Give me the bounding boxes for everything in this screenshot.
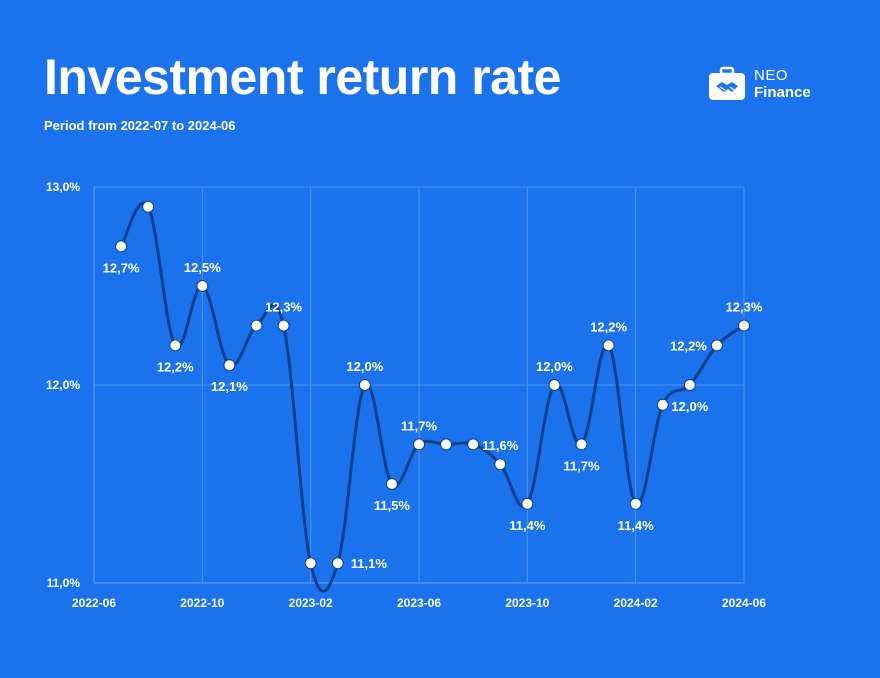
data-point xyxy=(440,438,453,451)
data-point xyxy=(467,438,480,451)
data-point xyxy=(115,240,128,253)
data-point xyxy=(710,339,723,352)
data-point xyxy=(196,280,209,292)
data-label: 11,7% xyxy=(401,418,438,433)
data-label: 12,2% xyxy=(670,338,707,353)
data-point xyxy=(494,458,507,471)
data-point xyxy=(331,557,344,570)
data-point xyxy=(169,339,182,352)
data-point xyxy=(683,379,696,391)
data-point xyxy=(304,557,317,570)
data-label: 12,5% xyxy=(184,260,221,275)
data-label: 12,0% xyxy=(671,399,708,414)
data-point xyxy=(358,379,371,391)
y-tick-label: 11,0% xyxy=(47,576,81,590)
data-point xyxy=(656,398,669,411)
data-label: 12,7% xyxy=(103,260,140,275)
brand-logo: NEO Finance xyxy=(708,66,811,102)
y-tick-label: 13,0% xyxy=(46,180,80,194)
data-point xyxy=(629,497,642,510)
data-label: 11,1% xyxy=(351,556,388,571)
data-point xyxy=(142,200,155,213)
x-tick-label: 2022-06 xyxy=(72,596,116,610)
x-tick-label: 2024-06 xyxy=(722,596,766,610)
data-label: 12,0% xyxy=(536,359,573,374)
data-point xyxy=(223,359,236,372)
data-label: 12,1% xyxy=(211,379,248,394)
data-label: 11,6% xyxy=(482,438,519,453)
brand-name-line1: NEO xyxy=(754,67,789,84)
data-label: 12,3% xyxy=(265,300,302,315)
x-tick-label: 2023-10 xyxy=(505,596,549,610)
data-label: 12,3% xyxy=(726,300,763,315)
data-label: 11,7% xyxy=(563,458,600,473)
data-label: 11,5% xyxy=(374,498,411,513)
chart-title: Investment return rate xyxy=(44,49,561,105)
data-point xyxy=(413,438,425,451)
data-point xyxy=(277,319,290,332)
data-point xyxy=(575,438,588,451)
data-label: 11,4% xyxy=(618,518,655,533)
x-tick-label: 2023-06 xyxy=(397,596,441,610)
x-tick-label: 2023-02 xyxy=(289,596,333,610)
data-label: 12,2% xyxy=(157,359,194,374)
data-point xyxy=(385,478,398,490)
data-point xyxy=(521,497,534,510)
data-point xyxy=(250,319,263,332)
chart-subtitle: Period from 2022-07 to 2024-06 xyxy=(44,118,236,133)
x-tick-label: 2022-10 xyxy=(180,596,224,610)
y-tick-label: 12,0% xyxy=(46,378,80,392)
data-label: 12,2% xyxy=(590,319,627,334)
x-tick-label: 2024-02 xyxy=(614,596,658,610)
data-label: 11,4% xyxy=(509,518,546,533)
data-point xyxy=(548,379,561,391)
data-label: 12,0% xyxy=(346,359,383,374)
briefcase-handshake-icon xyxy=(709,66,745,100)
brand-name-line2: Finance xyxy=(754,84,811,101)
data-point xyxy=(738,319,750,332)
data-point xyxy=(602,339,615,352)
